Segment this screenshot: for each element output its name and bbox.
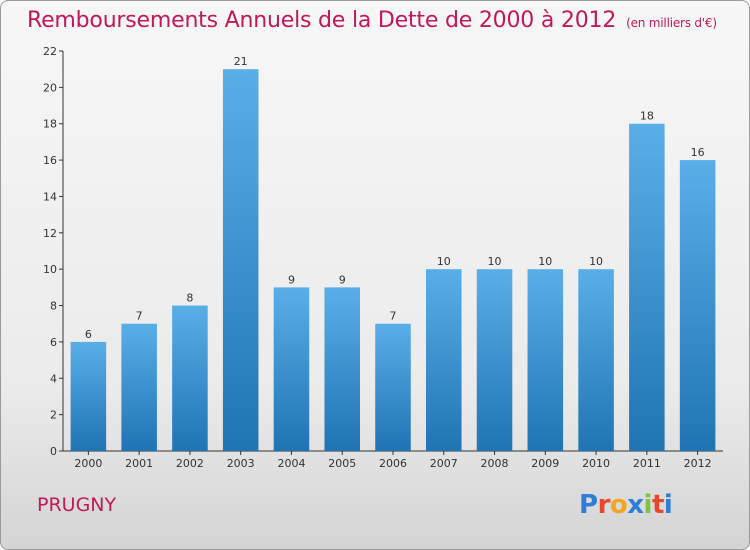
chart-title-text: Remboursements Annuels de la Dette de 20… (27, 8, 617, 33)
data-label: 10 (488, 255, 502, 268)
data-label: 9 (339, 273, 346, 286)
data-label: 16 (691, 146, 705, 159)
data-label: 10 (437, 255, 451, 268)
bar (426, 269, 462, 451)
x-tick-label: 2010 (582, 457, 610, 470)
y-tick-label: 0 (50, 445, 57, 458)
y-axis: 0 2 4 6 8 10 12 14 16 18 20 22 (43, 45, 64, 458)
x-tick-label: 2007 (430, 457, 458, 470)
data-label: 7 (136, 310, 143, 323)
x-tick-label: 2001 (125, 457, 153, 470)
data-label: 6 (85, 328, 92, 341)
y-tick-label: 4 (50, 372, 57, 385)
x-tick-label: 2011 (633, 457, 661, 470)
bar-series: 6 7 8 21 9 9 7 10 10 10 10 18 16 (70, 55, 716, 452)
x-tick-label: 2012 (684, 457, 712, 470)
x-tick-label: 2002 (176, 457, 204, 470)
data-label: 7 (390, 310, 397, 323)
chart-unit: (en milliers d'€) (626, 16, 717, 30)
commune-name: PRUGNY (37, 494, 117, 516)
logo-letter: i (643, 490, 653, 520)
data-label: 9 (288, 273, 295, 286)
logo-letter: x (627, 490, 644, 520)
x-tick-label: 2003 (227, 457, 255, 470)
y-tick-label: 2 (50, 409, 57, 422)
y-tick-label: 8 (50, 300, 57, 313)
y-tick-label: 12 (43, 227, 57, 240)
bar (629, 123, 665, 452)
data-label: 21 (234, 55, 248, 68)
bar (375, 323, 411, 451)
bar (70, 341, 107, 451)
y-tick-label: 16 (43, 154, 57, 167)
data-label: 18 (640, 110, 654, 123)
bar (679, 160, 716, 451)
data-label: 10 (589, 255, 603, 268)
x-tick-label: 2005 (328, 457, 356, 470)
chart-title: Remboursements Annuels de la Dette de 20… (27, 8, 717, 33)
logo-letter: r (597, 490, 611, 520)
logo-letter: i (663, 490, 673, 520)
x-axis: 2000 2001 2002 2003 2004 2005 2006 2007 2008 2009… (63, 450, 723, 470)
bar (121, 323, 157, 451)
x-tick-label: 2004 (277, 457, 305, 470)
y-tick-label: 20 (43, 81, 57, 94)
y-tick-label: 14 (43, 190, 57, 203)
bar (273, 287, 310, 451)
logo-letter: t (651, 490, 664, 520)
x-tick-label: 2006 (379, 457, 407, 470)
bar (578, 269, 614, 451)
bar (476, 269, 513, 451)
data-label: 10 (538, 255, 552, 268)
y-tick-label: 10 (43, 263, 57, 276)
y-tick-label: 6 (50, 336, 57, 349)
data-label: 8 (186, 292, 193, 305)
proxiti-logo: Proxiti (579, 490, 673, 520)
x-tick-label: 2000 (74, 457, 102, 470)
y-tick-label: 18 (43, 118, 57, 131)
x-tick-label: 2009 (531, 457, 559, 470)
y-tick-label: 22 (43, 45, 57, 58)
bar (172, 305, 208, 451)
bar (527, 269, 564, 451)
x-tick-label: 2008 (481, 457, 509, 470)
logo-letter: P (579, 490, 598, 520)
logo-letter: o (609, 490, 628, 520)
bar (324, 287, 360, 451)
bar (222, 69, 259, 451)
